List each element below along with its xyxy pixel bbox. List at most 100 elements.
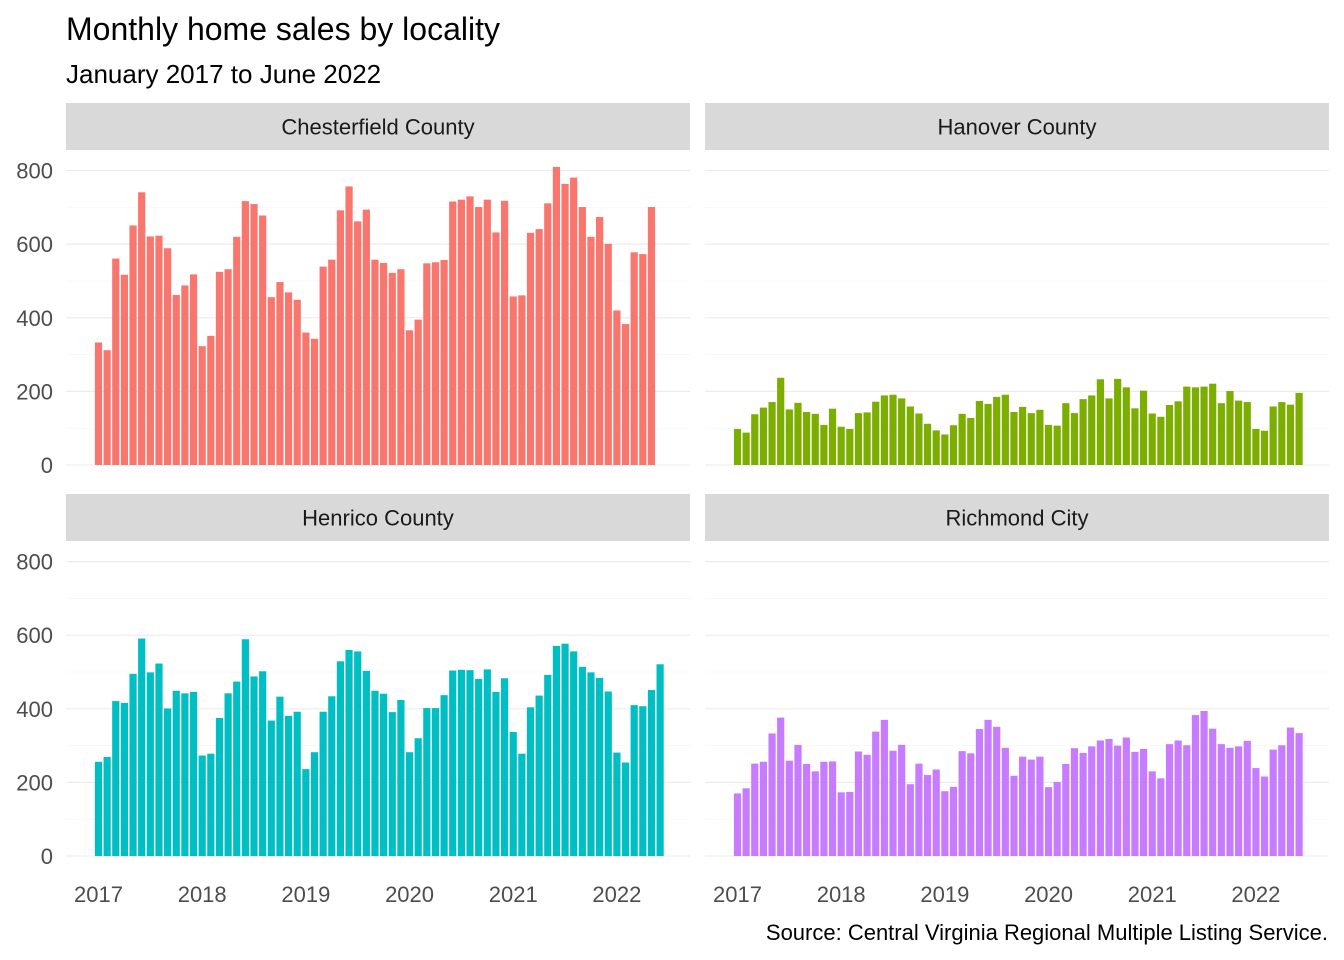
bar-chesterfield-county	[414, 319, 422, 465]
bar-henrico-county	[310, 752, 319, 856]
bar-richmond-city	[742, 788, 750, 856]
bar-hanover-county	[1148, 413, 1156, 465]
bar-richmond-city	[1191, 715, 1200, 856]
bar-henrico-county	[120, 702, 129, 856]
bar-henrico-county	[380, 693, 388, 856]
bar-chesterfield-county	[362, 209, 370, 465]
bar-richmond-city	[846, 791, 854, 856]
bar-chesterfield-county	[423, 263, 431, 465]
bar-chesterfield-county	[630, 252, 638, 465]
bar-hanover-county	[1131, 408, 1139, 465]
bar-henrico-county	[552, 645, 561, 856]
bar-richmond-city	[958, 751, 966, 856]
bar-chesterfield-county	[155, 235, 163, 465]
bar-henrico-county	[155, 663, 163, 856]
bar-richmond-city	[1139, 748, 1148, 856]
bar-hanover-county	[1226, 391, 1234, 465]
bar-richmond-city	[915, 763, 923, 856]
bar-henrico-county	[345, 649, 353, 856]
bar-henrico-county	[189, 691, 198, 856]
bar-hanover-county	[993, 396, 1001, 465]
bar-richmond-city	[828, 761, 837, 856]
bar-richmond-city	[898, 744, 906, 856]
bar-chesterfield-county	[509, 296, 517, 465]
bar-richmond-city	[906, 784, 914, 856]
bar-henrico-county	[328, 696, 336, 856]
bar-hanover-county	[949, 425, 958, 465]
bar-henrico-county	[621, 762, 630, 856]
bar-hanover-county	[898, 398, 906, 465]
bar-hanover-county	[803, 412, 811, 465]
bar-chesterfield-county	[388, 272, 396, 465]
bar-hanover-county	[1001, 394, 1009, 465]
bar-chesterfield-county	[129, 225, 137, 465]
bar-henrico-county	[578, 666, 586, 856]
facet-strip-label-richmond-city: Richmond City	[945, 506, 1088, 531]
bar-hanover-county	[863, 412, 871, 465]
bar-hanover-county	[1096, 379, 1104, 465]
bar-henrico-county	[449, 670, 457, 856]
bar-richmond-city	[854, 751, 863, 856]
bar-richmond-city	[1252, 768, 1260, 856]
bar-richmond-city	[820, 761, 828, 856]
bar-henrico-county	[509, 731, 517, 856]
bar-hanover-county	[880, 395, 888, 465]
bar-richmond-city	[1209, 728, 1217, 856]
bar-hanover-county	[1114, 378, 1122, 465]
bar-chesterfield-county	[259, 215, 267, 465]
bar-chesterfield-county	[397, 269, 405, 465]
bar-hanover-county	[794, 402, 802, 465]
bar-richmond-city	[733, 793, 742, 856]
bar-hanover-county	[975, 400, 984, 465]
y-tick-label: 200	[16, 379, 53, 404]
bar-hanover-county	[958, 413, 966, 465]
bar-henrico-county	[544, 674, 552, 856]
bar-henrico-county	[276, 696, 284, 856]
x-tick-label: 2019	[920, 882, 969, 907]
bar-hanover-county	[1174, 401, 1182, 465]
bar-chesterfield-county	[319, 266, 327, 465]
bar-hanover-county	[1252, 428, 1260, 465]
bar-henrico-county	[647, 690, 656, 856]
bar-richmond-city	[1165, 744, 1174, 856]
bar-hanover-county	[1010, 412, 1018, 465]
bar-richmond-city	[1019, 756, 1027, 856]
bar-richmond-city	[751, 763, 759, 856]
bar-richmond-city	[1200, 711, 1208, 856]
bar-chesterfield-county	[526, 232, 535, 465]
bar-hanover-county	[889, 394, 897, 465]
x-tick-label: 2022	[1231, 882, 1280, 907]
bar-hanover-county	[984, 403, 992, 465]
x-tick-label: 2021	[1128, 882, 1177, 907]
bar-chesterfield-county	[440, 260, 448, 465]
bar-henrico-county	[164, 708, 172, 856]
bar-chesterfield-county	[215, 271, 224, 465]
bar-chesterfield-county	[431, 262, 440, 465]
bar-henrico-county	[397, 699, 405, 856]
bar-hanover-county	[1105, 398, 1113, 465]
facet-strip-henrico-county	[66, 494, 690, 541]
bar-chesterfield-county	[284, 292, 293, 465]
bar-hanover-county	[785, 409, 793, 465]
bar-hanover-county	[1070, 413, 1079, 465]
facet-strip-chesterfield-county	[66, 103, 690, 150]
bar-henrico-county	[198, 755, 206, 856]
bar-chesterfield-county	[500, 200, 509, 465]
bar-henrico-county	[604, 691, 612, 856]
bar-chesterfield-county	[207, 335, 215, 465]
bar-chesterfield-county	[138, 192, 146, 465]
bar-richmond-city	[1027, 759, 1035, 856]
bar-richmond-city	[1001, 747, 1009, 856]
bar-hanover-county	[1079, 399, 1087, 465]
bar-hanover-county	[1019, 406, 1027, 465]
bar-hanover-county	[759, 407, 768, 465]
bar-richmond-city	[1044, 787, 1053, 856]
bar-hanover-county	[1165, 405, 1174, 465]
bar-chesterfield-county	[561, 183, 569, 465]
bar-chesterfield-county	[647, 207, 656, 466]
bar-chesterfield-county	[103, 350, 111, 465]
y-tick-label: 400	[16, 697, 53, 722]
bar-richmond-city	[880, 719, 888, 856]
bar-hanover-county	[828, 408, 837, 465]
bar-henrico-county	[250, 676, 258, 856]
